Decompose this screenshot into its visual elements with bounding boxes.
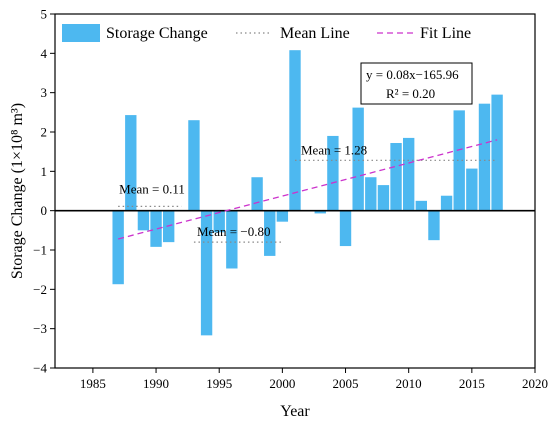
bar-2010 [403, 137, 415, 211]
bar-1995 [213, 210, 225, 233]
bar-2012 [428, 210, 440, 241]
bar-2006 [352, 107, 364, 211]
y-tick-label--4: −4 [33, 361, 47, 376]
bar-1996 [226, 210, 238, 269]
mean-label-2: Mean = −0.80 [197, 224, 271, 239]
bar-2007 [365, 177, 377, 211]
bar-2013 [440, 195, 453, 211]
x-tick-label-2005: 2005 [333, 376, 359, 391]
bar-2017 [491, 94, 503, 211]
x-tick-label-2015: 2015 [459, 376, 485, 391]
bar-2003 [314, 210, 326, 214]
bar-2015 [466, 168, 478, 211]
y-axis-title: Storage Change (1×10⁸ m³) [9, 103, 26, 279]
y-axis: −4 −3 −2 −1 0 1 2 3 4 5 [33, 7, 55, 376]
bar-2000 [276, 210, 289, 222]
legend: Storage Change Mean Line Fit Line [62, 24, 471, 42]
x-tick-label-1985: 1985 [80, 376, 106, 391]
fit-line [117, 139, 498, 240]
y-tick-label-0: 0 [41, 203, 48, 218]
bar-2004 [327, 135, 339, 211]
mean-label-1: Mean = 0.11 [119, 181, 185, 196]
bar-1988 [125, 115, 137, 211]
mean-label-3: Mean = 1.28 [301, 142, 367, 157]
bar-1994 [200, 210, 213, 336]
legend-mean-label: Mean Line [280, 25, 350, 42]
y-tick-label-5: 5 [41, 7, 48, 22]
legend-bar-swatch [62, 24, 100, 42]
y-tick-label-3: 3 [41, 85, 48, 100]
bar-1987 [112, 210, 124, 285]
x-tick-label-2010: 2010 [396, 376, 422, 391]
bars-layer [112, 50, 503, 336]
y-tick-label-4: 4 [41, 46, 48, 61]
x-tick-label-1990: 1990 [143, 376, 169, 391]
plot-frame [54, 13, 536, 369]
y-tick-label--3: −3 [33, 321, 47, 336]
x-axis: 1985 1990 1995 2000 2005 2010 2015 2020 [80, 368, 548, 391]
bar-2014 [453, 110, 465, 211]
fit-equation-box: y = 0.08x−165.96 R² = 0.20 [360, 62, 473, 105]
bar-1993 [188, 120, 200, 211]
mean-lines-layer: Mean = 0.11 Mean = −0.80 Mean = 1.28 [118, 142, 498, 243]
x-tick-label-2000: 2000 [269, 376, 295, 391]
bar-1999 [264, 210, 276, 256]
bar-2008 [377, 185, 390, 211]
x-tick-label-2020: 2020 [522, 376, 548, 391]
bar-2001 [289, 50, 301, 211]
fit-equation: y = 0.08x−165.96 [366, 67, 459, 82]
y-tick-label--2: −2 [33, 282, 47, 297]
legend-bar-label: Storage Change [106, 25, 208, 42]
x-tick-label-1995: 1995 [206, 376, 232, 391]
fit-r-squared: R² = 0.20 [386, 86, 435, 101]
x-axis-title: Year [280, 403, 310, 420]
fit-equation-frame [360, 62, 473, 105]
bar-1989 [137, 210, 150, 231]
bar-2009 [390, 143, 402, 211]
y-tick-label-2: 2 [41, 125, 48, 140]
y-tick-label-1: 1 [41, 164, 48, 179]
y-tick-label--1: −1 [33, 243, 47, 258]
bar-1990 [150, 210, 162, 247]
bar-1998 [251, 177, 263, 211]
bar-2016 [478, 103, 491, 211]
legend-fit-label: Fit Line [420, 25, 471, 42]
bar-2005 [339, 210, 352, 247]
bar-2011 [415, 200, 427, 211]
